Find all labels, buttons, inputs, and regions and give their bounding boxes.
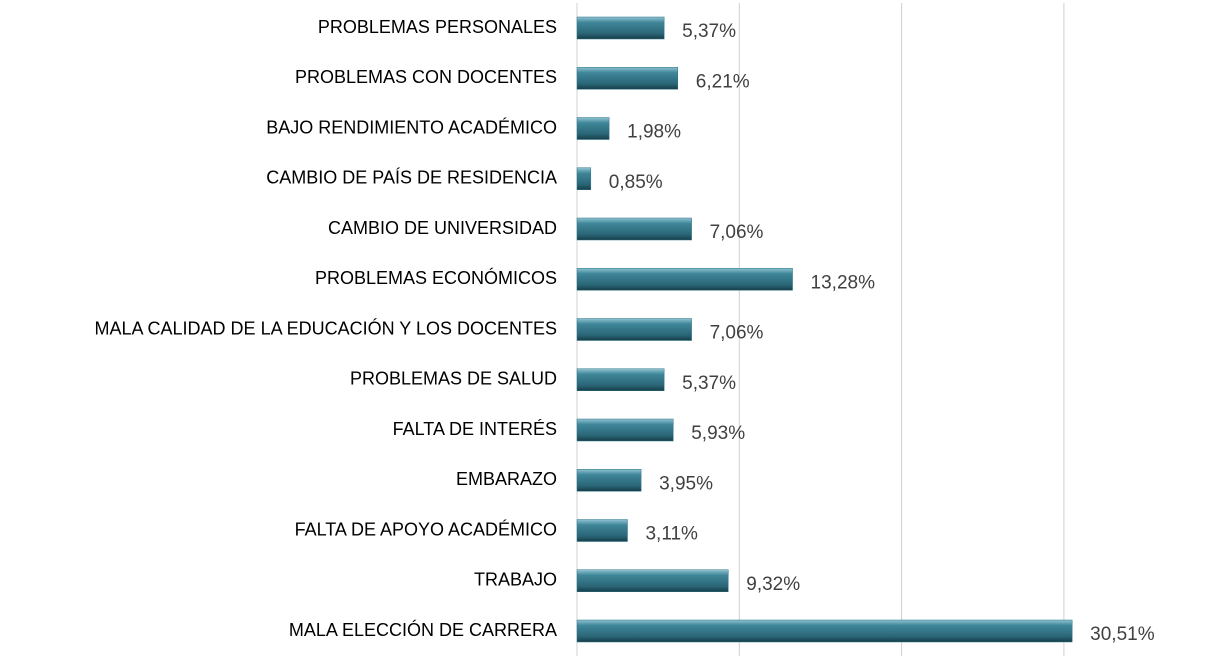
value-label: 1,98%: [627, 122, 681, 143]
category-label: PROBLEMAS ECONÓMICOS: [315, 267, 557, 288]
bar: [576, 67, 679, 90]
value-label: 3,95%: [659, 473, 713, 494]
bar: [576, 318, 692, 341]
category-label: PROBLEMAS DE SALUD: [350, 369, 557, 389]
bar: [576, 619, 1073, 643]
category-label: PROBLEMAS CON DOCENTES: [295, 67, 557, 87]
bar: [576, 117, 610, 140]
bar: [576, 519, 628, 542]
category-label: MALA CALIDAD DE LA EDUCACIÓN Y LOS DOCEN…: [95, 317, 557, 338]
category-label: CAMBIO DE UNIVERSIDAD: [328, 218, 557, 238]
category-label: BAJO RENDIMIENTO ACADÉMICO: [266, 117, 557, 137]
bar: [576, 167, 592, 190]
category-label: EMBARAZO: [456, 469, 557, 489]
bar: [576, 268, 793, 291]
bar: [576, 16, 665, 40]
value-label: 7,06%: [710, 222, 764, 243]
category-label: FALTA DE APOYO ACADÉMICO: [295, 519, 557, 539]
value-label: 7,06%: [710, 323, 764, 344]
bar: [576, 418, 674, 442]
value-label: 3,11%: [645, 524, 698, 545]
category-label: CAMBIO DE PAÍS DE RESIDENCIA: [266, 168, 557, 188]
category-label: PROBLEMAS PERSONALES: [318, 17, 557, 37]
value-label: 30,51%: [1090, 624, 1155, 645]
category-label: TRABAJO: [474, 570, 557, 590]
bar: [576, 217, 692, 241]
bar: [576, 368, 665, 391]
category-label: MALA ELECCIÓN DE CARRERA: [289, 619, 557, 640]
bar: [576, 569, 729, 592]
value-label: 5,37%: [682, 373, 736, 394]
value-label: 5,93%: [691, 423, 745, 444]
value-label: 6,21%: [696, 71, 750, 92]
category-label: FALTA DE INTERÉS: [393, 419, 557, 439]
value-label: 13,28%: [811, 272, 876, 293]
value-label: 5,37%: [682, 21, 736, 42]
value-label: 9,32%: [746, 574, 800, 595]
bar: [576, 469, 642, 492]
value-label: 0,85%: [609, 172, 663, 193]
